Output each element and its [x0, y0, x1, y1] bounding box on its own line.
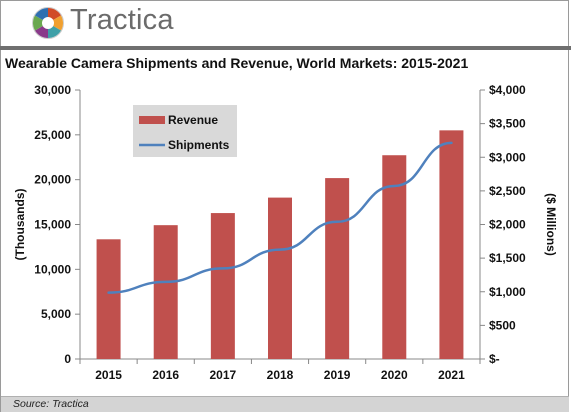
revenue-bar — [382, 155, 407, 359]
right-tick-label: $- — [489, 352, 500, 366]
footer: Source: Tractica — [1, 396, 569, 412]
revenue-bar — [268, 197, 292, 359]
left-tick-label: 20,000 — [34, 173, 71, 187]
left-tick-label: 15,000 — [34, 218, 71, 232]
left-tick-label: 25,000 — [34, 128, 71, 142]
left-tick-label: 30,000 — [34, 83, 71, 97]
header: Tractica — [0, 0, 571, 46]
right-tick-label: $4,000 — [489, 83, 526, 97]
legend-revenue-label: Revenue — [168, 113, 218, 127]
revenue-bar — [153, 225, 178, 359]
right-tick-label: $1,000 — [489, 285, 526, 299]
x-tick-label: 2017 — [210, 368, 237, 382]
brand-name: Tractica — [70, 4, 174, 36]
revenue-bar — [439, 130, 464, 359]
left-tick-label: 10,000 — [34, 262, 71, 276]
x-tick-label: 2020 — [381, 368, 408, 382]
right-tick-label: $2,000 — [489, 218, 526, 232]
x-tick-label: 2021 — [438, 368, 465, 382]
left-tick-label: 5,000 — [41, 307, 71, 321]
right-tick-label: $3,000 — [489, 150, 526, 164]
right-axis-title: ($ Millions) — [544, 193, 558, 256]
x-tick-label: 2019 — [324, 368, 351, 382]
left-axis-title: (Thousands) — [13, 189, 27, 261]
legend-revenue-swatch — [139, 116, 165, 124]
revenue-bar — [325, 178, 350, 359]
x-tick-label: 2018 — [267, 368, 294, 382]
legend-shipments-label: Shipments — [168, 138, 230, 152]
left-tick-label: 0 — [64, 352, 71, 366]
x-tick-label: 2015 — [95, 368, 122, 382]
right-tick-label: $1,500 — [489, 251, 526, 265]
source-note: Source: Tractica — [13, 398, 89, 410]
x-tick-label: 2016 — [152, 368, 179, 382]
revenue-bar — [210, 213, 235, 359]
tractica-logo-icon — [32, 7, 64, 39]
legend-box — [133, 105, 237, 157]
shipments-line — [107, 141, 453, 294]
revenue-bar — [96, 239, 121, 359]
chart-title: Wearable Camera Shipments and Revenue, W… — [5, 55, 469, 71]
header-rule — [0, 46, 571, 50]
right-tick-label: $2,500 — [489, 184, 526, 198]
right-tick-label: $3,500 — [489, 117, 526, 131]
right-tick-label: $500 — [489, 318, 516, 332]
